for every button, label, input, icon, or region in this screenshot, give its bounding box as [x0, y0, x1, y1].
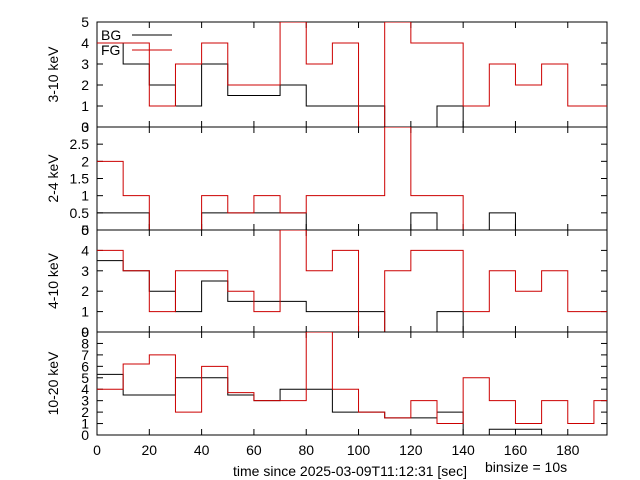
y-tick-label: 9	[81, 324, 89, 340]
y-tick-label: 4	[81, 381, 89, 397]
x-tick-label: 80	[298, 442, 314, 458]
y-tick-label: 2	[81, 404, 89, 420]
y-tick-label: 1	[81, 98, 89, 114]
series-line-fg	[97, 127, 607, 230]
y-tick-label: 4	[81, 242, 89, 258]
y-tick-label: 6	[81, 358, 89, 374]
y-axis-label: 4-10 keV	[45, 252, 61, 309]
x-tick-label: 40	[194, 442, 210, 458]
x-axis-label: time since 2025-03-09T11:12:31 [sec]	[233, 463, 467, 479]
series-line-fg	[97, 22, 607, 127]
x-tick-label: 140	[451, 442, 475, 458]
y-tick-label: 5	[81, 14, 89, 30]
y-axis-label: 2-4 keV	[45, 154, 61, 203]
y-tick-label: 3	[81, 393, 89, 409]
series-line-bg	[97, 260, 607, 332]
y-tick-label: 2	[81, 153, 89, 169]
y-tick-label: 1.5	[70, 171, 90, 187]
panel-frame	[96, 126, 608, 231]
y-tick-label: 2.5	[70, 136, 90, 152]
y-tick-label: 2	[81, 77, 89, 93]
y-tick-label: 1	[81, 304, 89, 320]
x-tick-label: 160	[504, 442, 528, 458]
panel-frame	[96, 331, 608, 436]
series-line-bg	[97, 373, 607, 435]
series-line-fg	[97, 230, 607, 332]
y-tick-label: 8	[81, 335, 89, 351]
x-tick-label: 180	[556, 442, 580, 458]
y-tick-label: 0.5	[70, 205, 90, 221]
legend-label-bg: BG	[101, 27, 121, 43]
y-tick-label: 3	[81, 119, 89, 135]
x-tick-label: 60	[246, 442, 262, 458]
series-line-fg	[97, 332, 607, 425]
y-tick-label: 2	[81, 283, 89, 299]
y-tick-label: 4	[81, 35, 89, 51]
y-tick-label: 5	[81, 222, 89, 238]
binsize-label: binsize = 10s	[485, 459, 567, 475]
x-tick-label: 0	[93, 442, 101, 458]
panel-frame	[96, 229, 608, 333]
y-axis-label: 3-10 keV	[45, 46, 61, 103]
y-tick-label: 1	[81, 188, 89, 204]
y-tick-label: 1	[81, 416, 89, 432]
x-tick-label: 20	[142, 442, 158, 458]
y-tick-label: 0	[81, 324, 89, 340]
x-tick-label: 100	[347, 442, 371, 458]
y-axis-label: 10-20 keV	[45, 351, 61, 415]
y-tick-label: 0	[81, 119, 89, 135]
legend-label-fg: FG	[101, 42, 120, 58]
y-tick-label: 3	[81, 56, 89, 72]
y-tick-label: 3	[81, 263, 89, 279]
y-tick-label: 7	[81, 347, 89, 363]
x-tick-label: 120	[399, 442, 423, 458]
panel-frame	[96, 21, 608, 128]
y-tick-label: 0	[81, 222, 89, 238]
series-line-bg	[97, 212, 607, 230]
y-tick-label: 5	[81, 370, 89, 386]
y-tick-label: 0	[81, 427, 89, 443]
